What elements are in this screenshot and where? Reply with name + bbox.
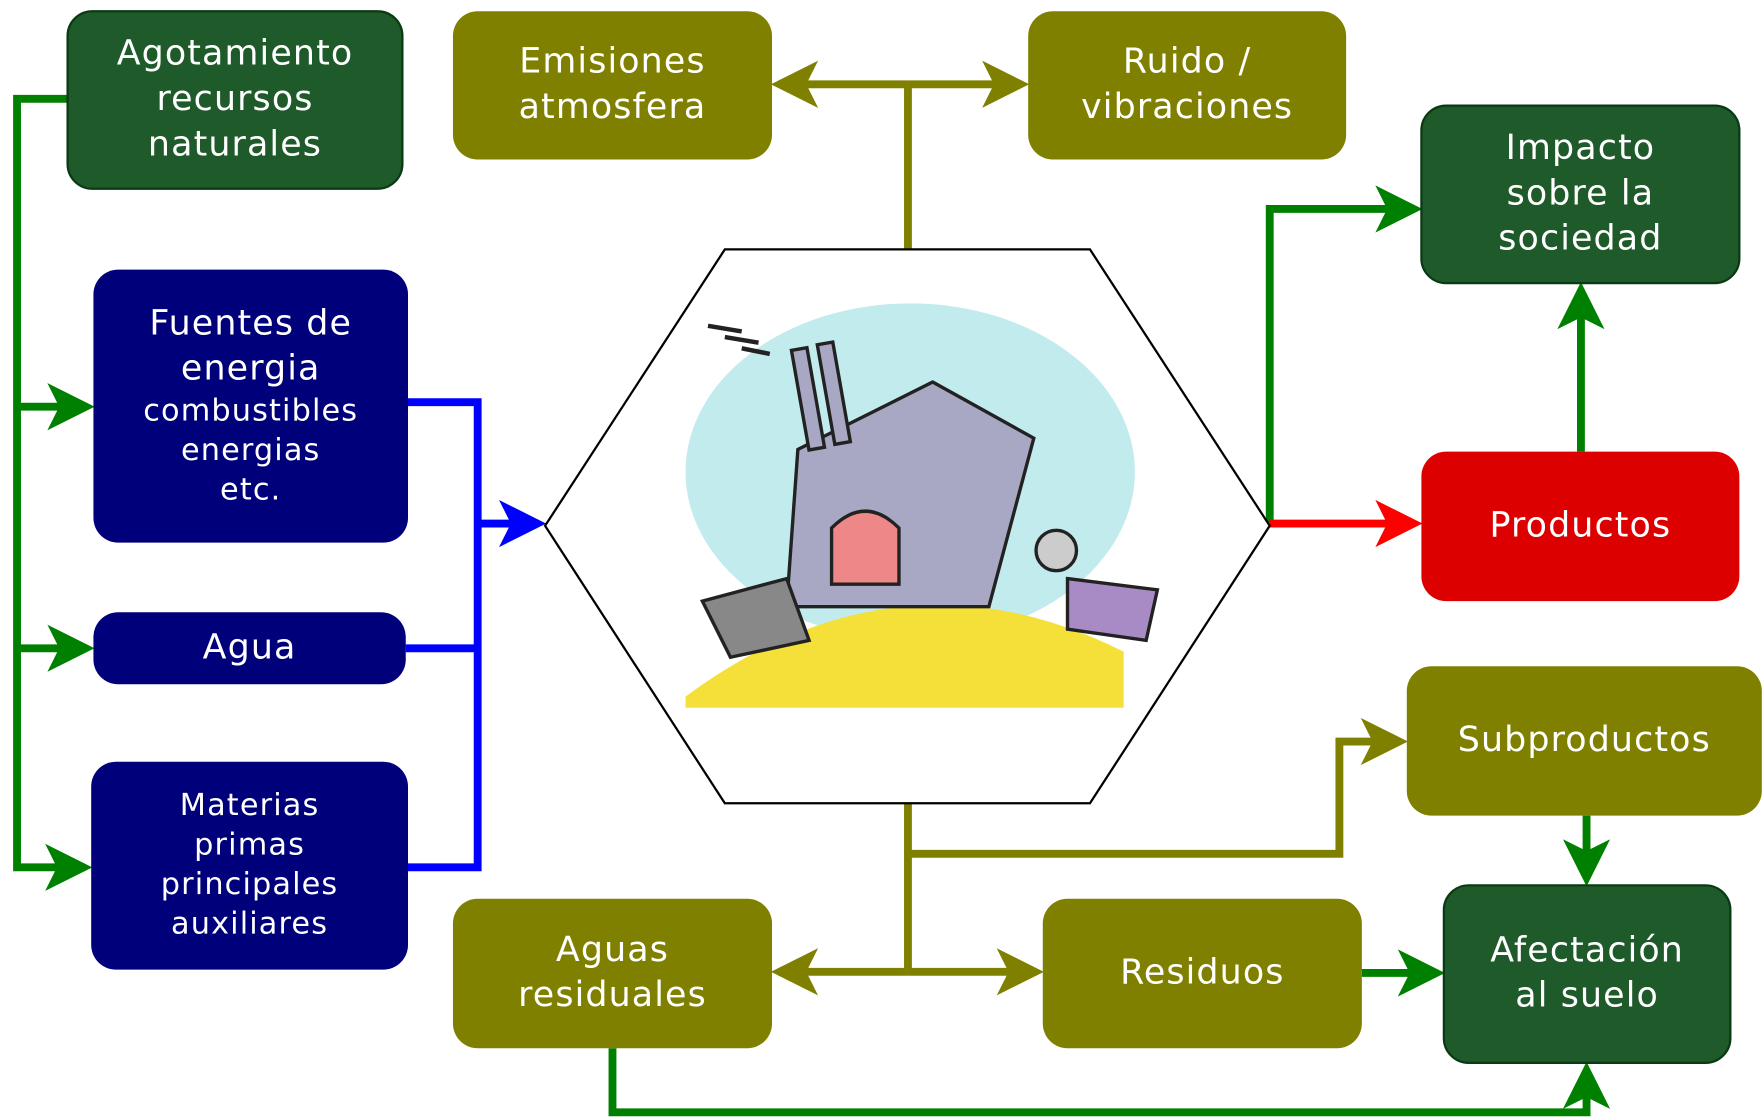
- node-label: naturales: [148, 124, 322, 164]
- line: [408, 402, 478, 867]
- node-label: energias: [181, 433, 321, 468]
- node-box: [1444, 885, 1730, 1063]
- node-label: Aguas: [556, 930, 669, 970]
- node-label: auxiliares: [171, 906, 328, 941]
- arrow: [1270, 209, 1415, 524]
- diagram: Agotamiento recursos naturales Fuentes de en…: [0, 0, 1762, 1119]
- node-label: combustibles: [143, 393, 358, 428]
- node-label: Fuentes de: [149, 303, 352, 343]
- node-label: Materias: [180, 788, 320, 823]
- node-label: energia: [181, 349, 321, 389]
- node-label: etc.: [220, 472, 281, 507]
- node-label: atmosfera: [519, 87, 707, 127]
- node-label: sobre la: [1507, 173, 1655, 213]
- node-label: vibraciones: [1081, 87, 1293, 127]
- node-label: Residuos: [1120, 953, 1284, 993]
- node-label: Ruido /: [1123, 42, 1251, 82]
- node-label: Impacto: [1506, 128, 1656, 168]
- arrow: [17, 99, 84, 867]
- arrow: [612, 1048, 1586, 1112]
- node-label: Productos: [1490, 505, 1672, 545]
- node-label: principales: [161, 867, 339, 902]
- node-box: [453, 899, 772, 1048]
- node-label: sociedad: [1498, 219, 1662, 259]
- node-label: al suelo: [1515, 976, 1659, 1016]
- node-box: [453, 11, 772, 159]
- node-label: primas: [194, 827, 305, 862]
- node-box: [1028, 11, 1346, 159]
- node-label: residuales: [518, 975, 707, 1015]
- node-label: Agua: [203, 627, 297, 667]
- node-label: recursos: [156, 79, 313, 119]
- page: {"nodes": [ {"lines": ["Agotamiento", "r…: [0, 0, 1762, 1119]
- node-label: Agotamiento: [117, 34, 354, 74]
- node-label: Subproductos: [1458, 720, 1711, 760]
- node-label: Emisiones: [519, 42, 705, 82]
- node-label: Afectación: [1490, 930, 1684, 970]
